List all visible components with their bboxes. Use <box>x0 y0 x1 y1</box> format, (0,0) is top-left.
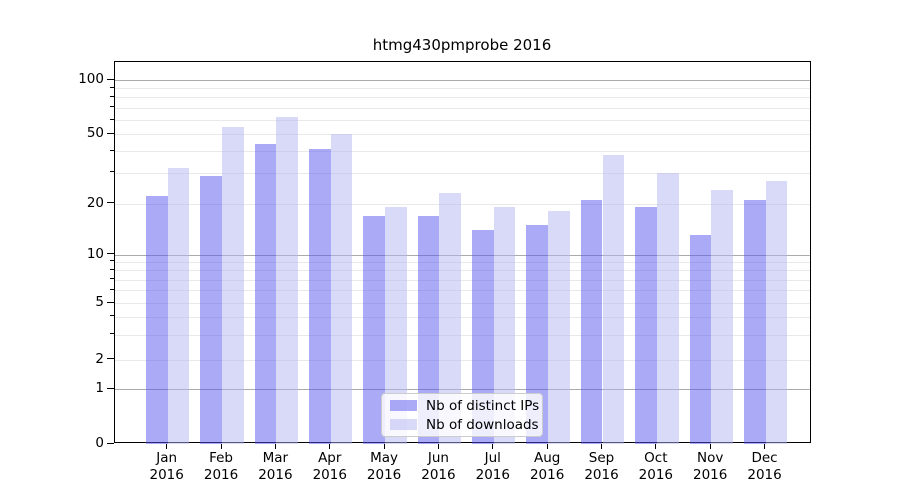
x-tick <box>492 444 494 449</box>
x-tick-label: Feb 2016 <box>203 450 239 483</box>
plot-area <box>114 61 811 444</box>
bar-downloads-sep <box>602 155 625 444</box>
gridline-minor <box>115 261 810 263</box>
gridline-minor <box>115 203 810 205</box>
bar-downloads-apr <box>330 134 353 444</box>
legend-swatch-downloads <box>390 419 417 430</box>
bar-downloads-nov <box>711 189 733 444</box>
x-tick-label: Jan 2016 <box>149 450 184 483</box>
legend-label-distinct-ips: Nb of distinct IPs <box>426 397 540 414</box>
bar-distinct-ips-nov <box>689 235 712 444</box>
x-tick <box>764 444 766 449</box>
x-tick <box>166 444 168 449</box>
legend: Nb of distinct IPs Nb of downloads <box>381 393 543 437</box>
x-tick <box>709 444 711 449</box>
x-tick <box>220 444 222 449</box>
bar-distinct-ips-dec <box>743 200 766 444</box>
bar-downloads-oct <box>656 172 679 444</box>
x-tick-label: May 2016 <box>366 450 402 483</box>
x-tick <box>383 444 385 449</box>
y-tick <box>107 202 114 204</box>
x-tick-label: Aug 2016 <box>529 450 565 483</box>
y-tick-label: 10 <box>86 245 104 262</box>
y-tick-label: 1 <box>95 380 104 397</box>
bar-downloads-aug <box>548 211 570 444</box>
gridline-minor <box>115 172 810 174</box>
x-tick <box>437 444 439 449</box>
y-tick-label: 2 <box>95 350 104 367</box>
x-tick-label: Jul 2016 <box>475 450 510 483</box>
gridline-minor <box>115 290 810 292</box>
gridline-minor <box>115 120 810 122</box>
bar-distinct-ips-feb <box>200 175 223 444</box>
gridline-major <box>115 389 810 391</box>
bar-downloads-feb <box>222 126 244 444</box>
y-tick-label: 5 <box>95 294 104 311</box>
y-tick <box>107 301 114 303</box>
bar-distinct-ips-oct <box>635 207 657 444</box>
x-tick-label: Mar 2016 <box>258 450 293 483</box>
gridlines-layer <box>115 62 810 442</box>
bar-distinct-ips-may <box>363 215 386 444</box>
x-tick-label: Sep 2016 <box>584 450 619 483</box>
bar-distinct-ips-aug <box>526 224 549 444</box>
bar-downloads-dec <box>765 180 788 444</box>
legend-swatch-distinct-ips <box>390 400 417 411</box>
bar-distinct-ips-jan <box>146 196 168 444</box>
bar-downloads-jun <box>439 193 462 444</box>
bar-distinct-ips-sep <box>580 200 603 444</box>
legend-label-downloads: Nb of downloads <box>426 416 539 433</box>
legend-entry-downloads: Nb of downloads <box>390 417 539 433</box>
gridline-minor <box>115 316 810 318</box>
x-tick <box>546 444 548 449</box>
x-tick <box>601 444 602 449</box>
y-tick <box>107 253 114 254</box>
bar-downloads-jul <box>493 207 516 444</box>
y-tick <box>107 132 114 134</box>
x-tick <box>329 444 331 449</box>
chart-title: htmg430pmprobe 2016 <box>372 36 552 54</box>
x-tick-label: Dec 2016 <box>747 450 782 483</box>
y-tick <box>107 78 114 80</box>
legend-entry-distinct-ips: Nb of distinct IPs <box>390 398 539 414</box>
y-tick <box>107 358 114 359</box>
x-tick <box>274 444 276 449</box>
gridline-minor <box>115 303 810 305</box>
gridline-minor <box>115 151 810 153</box>
bar-downloads-jan <box>167 168 190 444</box>
x-tick-label: Jun 2016 <box>421 450 456 483</box>
bar-distinct-ips-mar <box>254 143 277 444</box>
y-tick-label: 0 <box>95 435 104 451</box>
gridline-minor <box>115 334 810 336</box>
gridline-minor <box>115 270 810 272</box>
gridline-minor <box>115 279 810 281</box>
x-tick-label: Apr 2016 <box>312 450 347 483</box>
gridline-minor <box>115 97 810 99</box>
y-tick-label: 50 <box>86 125 104 142</box>
y-tick <box>107 442 114 444</box>
y-tick-label: 100 <box>78 71 104 87</box>
bar-distinct-ips-jul <box>472 229 494 444</box>
gridline-major <box>115 254 810 256</box>
bar-downloads-mar <box>276 117 299 444</box>
y-tick <box>107 387 114 389</box>
gridline-minor <box>115 134 810 136</box>
y-tick-label: 20 <box>86 194 104 211</box>
bar-distinct-ips-jun <box>417 215 440 444</box>
gridline-minor <box>115 107 810 109</box>
bar-distinct-ips-apr <box>309 149 331 444</box>
bar-downloads-may <box>385 207 407 444</box>
x-tick-label: Nov 2016 <box>693 450 728 483</box>
x-tick <box>655 444 657 449</box>
x-tick-label: Oct 2016 <box>638 450 674 483</box>
gridline-major <box>115 80 810 81</box>
gridline-minor <box>115 88 810 90</box>
gridline-minor <box>115 359 810 361</box>
bars-layer <box>115 62 810 444</box>
